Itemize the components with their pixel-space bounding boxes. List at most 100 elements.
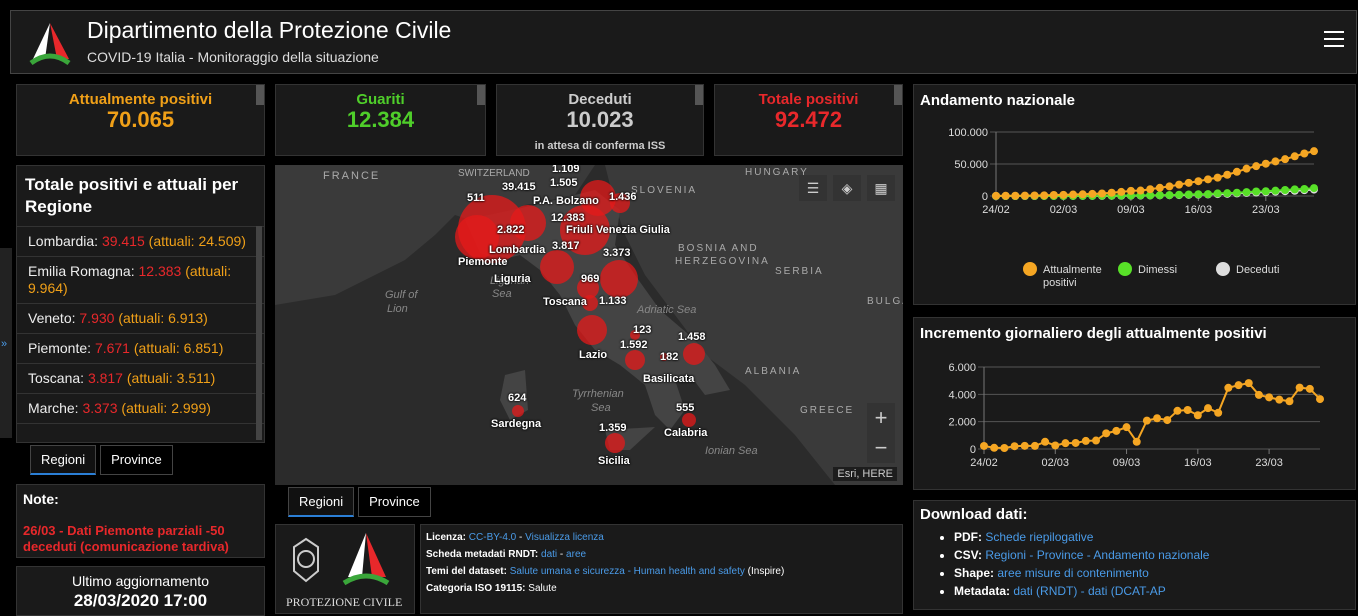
bubble-marche[interactable]	[600, 260, 638, 298]
data-point	[1098, 189, 1106, 198]
bubble-campania[interactable]	[625, 350, 645, 370]
data-point	[1316, 395, 1324, 404]
map-view[interactable]: FRANCE SWITZERLAND HUNGARY SLOVENIA BOSN…	[275, 165, 903, 485]
tab-regioni[interactable]: Regioni	[30, 445, 97, 475]
data-point	[1175, 190, 1184, 199]
bubble-puglia[interactable]	[683, 343, 705, 365]
download-link[interactable]: aree misure di contenimento	[997, 566, 1149, 580]
regions-tabs: Regioni Province	[30, 445, 173, 475]
bubble-basilicata[interactable]	[660, 353, 668, 361]
tab-province[interactable]: Province	[100, 445, 173, 475]
map-value: 1.133	[599, 295, 627, 307]
metadata-line: Temi del dataset: Salute umana e sicurez…	[426, 563, 897, 580]
tab-map-regioni[interactable]: Regioni	[288, 487, 355, 517]
metadata-link[interactable]: Visualizza licenza	[525, 532, 604, 543]
chart-incremento: 0 2.000 4.000 6.000 24/02 02/03 09/03 16/03 23/0…	[948, 362, 1324, 469]
bubble-toscana[interactable]	[540, 250, 574, 284]
download-key: CSV:	[954, 548, 986, 562]
region-row[interactable]: Toscana: 3.817 (attuali: 3.511)	[17, 364, 264, 394]
kpi-value: 92.472	[774, 107, 843, 132]
bubble-lazio[interactable]	[577, 315, 607, 345]
bubble-umbria[interactable]	[582, 295, 598, 311]
data-point	[1204, 404, 1212, 413]
data-point	[1252, 162, 1261, 171]
metadata-link[interactable]: dati	[541, 549, 558, 560]
metadata-link[interactable]: Salute umana e sicurezza - Human health …	[509, 566, 745, 577]
bubble-bolzano[interactable]	[510, 205, 546, 241]
region-attuali: (attuali: 6.851)	[129, 340, 224, 356]
map-tabs: Regioni Province	[288, 487, 431, 517]
zoom-out-button[interactable]: −	[874, 435, 888, 460]
kpi-subtext: in attesa di conferma ISS	[534, 140, 666, 152]
metadata-link[interactable]: CC-BY-4.0	[468, 532, 517, 543]
layers-icon[interactable]: ◈	[833, 175, 861, 201]
chart-andamento: 0 50.000 100.000 24/02 02/03 09/03 16/03 23/03 A…	[948, 127, 1318, 289]
note-text: 26/03 - Dati Piemonte parziali -50 deced…	[23, 523, 229, 554]
map-label-region: Basilicata	[643, 373, 695, 385]
app-header: Dipartimento della Protezione Civile COV…	[10, 10, 1357, 74]
region-attuali: (attuali: 6.913)	[114, 310, 208, 326]
list-icon[interactable]: ☰	[799, 175, 827, 201]
kpi-scrollbar[interactable]	[477, 85, 485, 105]
data-point	[1061, 439, 1070, 448]
data-point	[1290, 152, 1299, 161]
zoom-in-button[interactable]: +	[874, 405, 888, 430]
region-name: Lombardia:	[28, 233, 102, 249]
map-value: 3.373	[603, 247, 631, 259]
y-tick-label: 6.000	[948, 362, 976, 374]
region-row[interactable]: Marche: 3.373 (attuali: 2.999)	[17, 394, 264, 424]
kpi-value: 12.384	[346, 107, 415, 132]
y-tick-label: 4.000	[948, 389, 976, 401]
region-row[interactable]: Lombardia: 39.415 (attuali: 24.509)	[17, 227, 264, 257]
hamburger-menu-icon[interactable]	[1324, 31, 1344, 49]
map-label-gulf: Gulf of	[385, 289, 418, 301]
bubble-liguria[interactable]	[577, 277, 599, 299]
download-link[interactable]: dati (RNDT) - dati (DCAT-AP	[1013, 584, 1166, 598]
regions-scrollbar[interactable]	[256, 226, 262, 440]
region-row[interactable]: Emilia Romagna: 12.383 (attuali: 9.964)	[17, 257, 264, 304]
kpi-value: 70.065	[106, 107, 175, 132]
kpi-scrollbar[interactable]	[695, 85, 703, 105]
download-key: PDF:	[954, 530, 986, 544]
map-toolbar: ☰ ◈ ▦	[799, 175, 895, 201]
metadata-text: (Inspire)	[744, 566, 785, 577]
region-total: 7.930	[79, 310, 115, 326]
bubble-molise[interactable]	[630, 330, 640, 340]
tab-map-province[interactable]: Province	[358, 487, 431, 517]
kpi-scrollbar[interactable]	[894, 85, 902, 105]
page-title: Dipartimento della Protezione Civile	[87, 17, 452, 43]
bubble-piemonte[interactable]	[455, 215, 499, 259]
data-point	[1234, 381, 1243, 390]
metadata-line: Licenza: CC-BY-4.0 - Visualizza licenza	[426, 529, 897, 546]
map-label-ligurian: Ligurian	[490, 275, 530, 287]
y-tick-label: 0	[982, 191, 988, 203]
data-point	[1213, 189, 1222, 198]
map-value: 39.415	[502, 181, 536, 193]
data-point	[1126, 186, 1135, 195]
region-attuali: (attuali: 9.964)	[28, 263, 232, 296]
kpi-deceduti: Deceduti 10.023 in attesa di conferma IS…	[496, 84, 704, 156]
kpi-scrollbar[interactable]	[256, 85, 264, 105]
metadata-link[interactable]: aree	[566, 549, 587, 560]
bubble-sicilia[interactable]	[605, 433, 625, 453]
download-link[interactable]: Regioni - Province - Andamento nazionale	[985, 548, 1210, 562]
data-point	[1000, 443, 1009, 452]
kpi-attualmente-positivi: Attualmente positivi 70.065	[16, 84, 265, 156]
expand-icon[interactable]: »	[1, 338, 8, 350]
download-title: Download dati:	[920, 506, 1028, 523]
bubble-sardegna[interactable]	[512, 405, 524, 417]
download-link[interactable]: Schede riepilogative	[985, 530, 1094, 544]
legend-marker	[1023, 262, 1037, 276]
qr-grid-icon[interactable]: ▦	[867, 175, 895, 201]
bubble-friuli[interactable]	[610, 193, 630, 213]
side-panel-handle[interactable]: »	[0, 248, 12, 438]
protezione-civile-logo	[342, 533, 390, 586]
data-point	[1281, 186, 1290, 195]
x-tick-label: 23/03	[1255, 457, 1283, 469]
map-label-region: Calabria	[664, 427, 708, 439]
bubble-calabria[interactable]	[682, 413, 696, 427]
y-tick-label: 2.000	[948, 417, 976, 429]
region-row[interactable]: Veneto: 7.930 (attuali: 6.913)	[17, 304, 264, 334]
region-row[interactable]: Piemonte: 7.671 (attuali: 6.851)	[17, 334, 264, 364]
map-label-serbia: SERBIA	[775, 266, 824, 277]
